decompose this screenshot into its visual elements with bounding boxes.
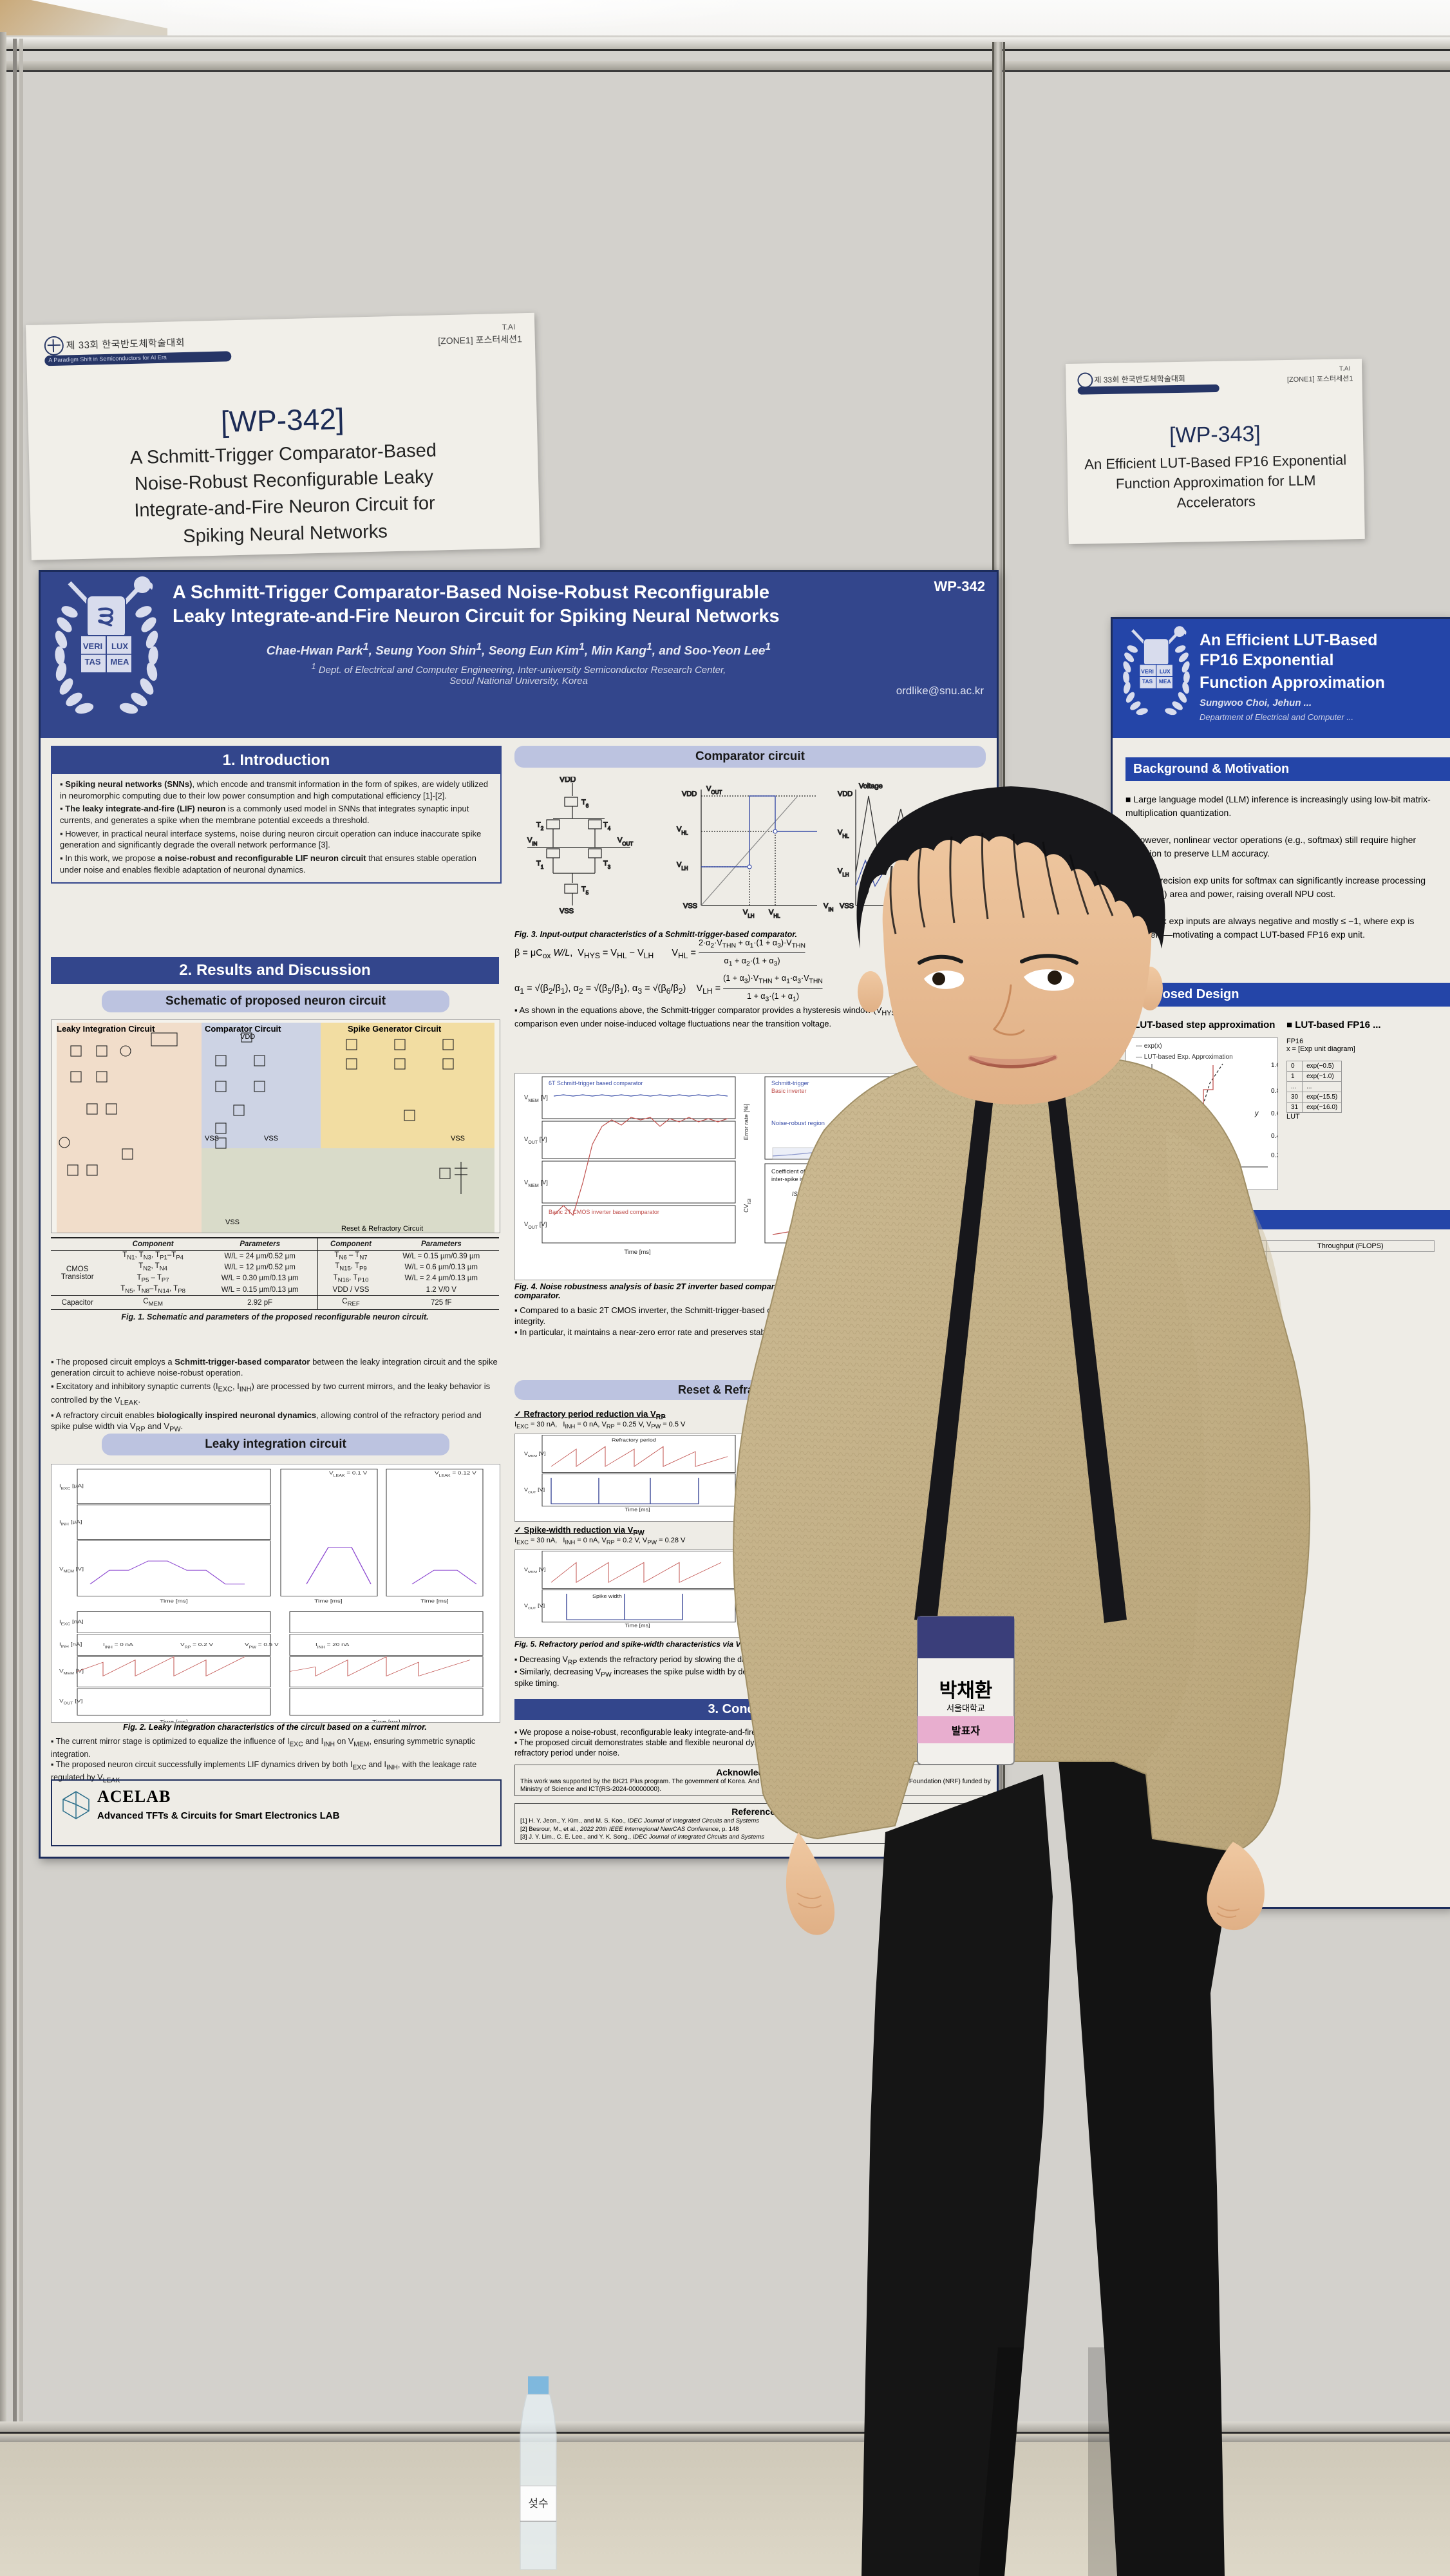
svg-text:TAS: TAS (1142, 678, 1153, 685)
svg-text:서울대학교: 서울대학교 (946, 1703, 985, 1713)
svg-text:VOUT [V]: VOUT [V] (59, 1698, 82, 1705)
svg-text:VHL: VHL (677, 826, 688, 836)
svg-text:VSS: VSS (683, 902, 697, 910)
svg-text:Time [ms]: Time [ms] (160, 1719, 187, 1722)
svg-text:6T Schmitt-trigger based compa: 6T Schmitt-trigger based comparator (549, 1080, 643, 1086)
svg-text:박채환: 박채환 (939, 1680, 993, 1701)
svg-text:T3: T3 (603, 860, 611, 870)
svg-text:VOUT [V]: VOUT [V] (524, 1136, 547, 1145)
svg-text:VMEM [V]: VMEM [V] (524, 1179, 548, 1188)
svg-text:VRP = 0.2 V: VRP = 0.2 V (180, 1642, 213, 1649)
svg-text:VERI: VERI (1141, 668, 1154, 674)
svg-text:VDD: VDD (560, 777, 576, 784)
svg-text:VIN: VIN (527, 837, 538, 847)
svg-text:IINH = 20 nA: IINH = 20 nA (315, 1642, 350, 1649)
svg-text:Time [ms]: Time [ms] (624, 1249, 650, 1256)
svg-text:VLEAK = 0.1 V: VLEAK = 0.1 V (329, 1470, 367, 1477)
svg-text:Spike width: Spike width (592, 1594, 622, 1599)
svg-text:T2: T2 (536, 821, 544, 831)
svg-text:LUX: LUX (1160, 668, 1171, 674)
svg-text:Time [ms]: Time [ms] (372, 1719, 400, 1722)
svg-text:IINH = 0 nA: IINH = 0 nA (103, 1642, 133, 1649)
svg-text:MEA: MEA (1159, 678, 1171, 685)
svg-text:IEXC [nA]: IEXC [nA] (59, 1619, 84, 1626)
svg-text:IEXC [μA]: IEXC [μA] (59, 1483, 84, 1490)
svg-text:VLEAK = 0.12 V: VLEAK = 0.12 V (435, 1470, 476, 1477)
svg-text:VMEM [V]: VMEM [V] (524, 1094, 548, 1103)
svg-text:VOUT [V]: VOUT [V] (524, 1604, 545, 1610)
svg-text:VOUT [V]: VOUT [V] (524, 1221, 547, 1230)
svg-text:VPW = 0.5 V: VPW = 0.5 V (245, 1642, 279, 1649)
svg-text:T5: T5 (581, 886, 589, 896)
svg-text:Refractory period: Refractory period (612, 1438, 656, 1443)
svg-text:Time [ms]: Time [ms] (314, 1598, 342, 1604)
svg-text:VOUT: VOUT (617, 837, 633, 847)
svg-text:Time [ms]: Time [ms] (625, 1624, 650, 1629)
svg-text:Time [ms]: Time [ms] (625, 1508, 650, 1513)
svg-text:T4: T4 (603, 821, 611, 831)
svg-text:VMEM [V]: VMEM [V] (59, 1566, 84, 1573)
svg-text:VOUT [V]: VOUT [V] (524, 1488, 545, 1494)
svg-text:VMEM [V]: VMEM [V] (59, 1668, 84, 1675)
svg-text:IINH [μA]: IINH [μA] (59, 1519, 82, 1526)
svg-text:Time [ms]: Time [ms] (420, 1598, 448, 1604)
svg-text:발표자: 발표자 (952, 1725, 980, 1737)
svg-text:੩: ੩ (98, 600, 115, 630)
svg-text:VDD: VDD (682, 790, 697, 798)
svg-text:Basic 2T CMOS inverter based c: Basic 2T CMOS inverter based comparator (549, 1209, 659, 1215)
svg-text:T6: T6 (581, 799, 589, 809)
svg-text:VSS: VSS (560, 907, 574, 915)
svg-text:VLH: VLH (677, 861, 688, 871)
svg-text:섲수: 섲수 (528, 2497, 548, 2510)
svg-text:IINH [nA]: IINH [nA] (59, 1642, 82, 1649)
svg-text:T1: T1 (536, 860, 544, 870)
svg-text:Time [ms]: Time [ms] (160, 1598, 187, 1604)
